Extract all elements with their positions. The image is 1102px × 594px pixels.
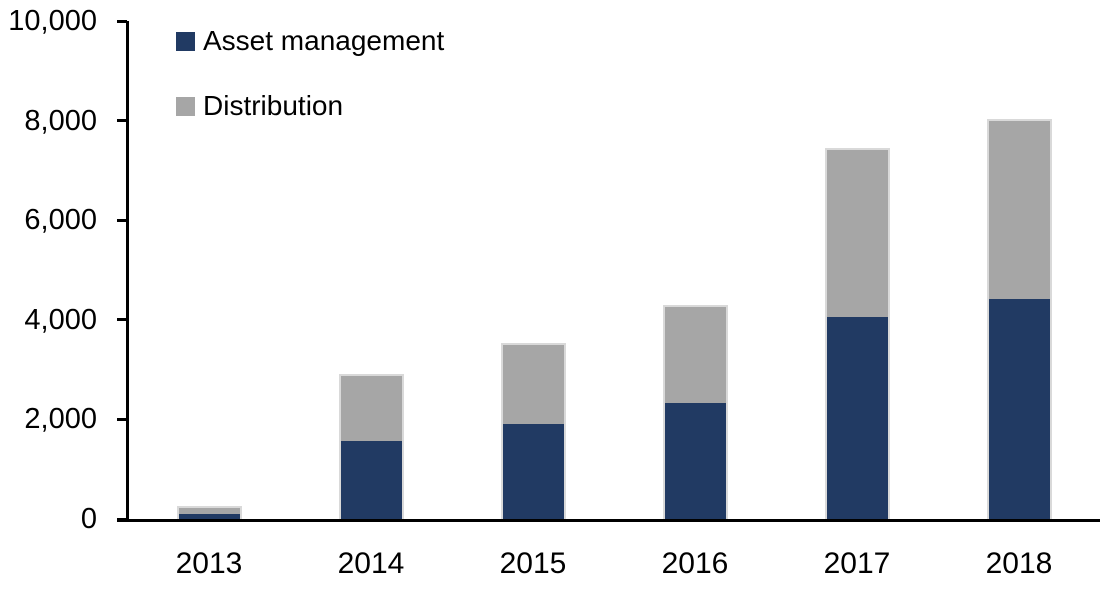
bar-segment-2014-distribution <box>340 375 402 441</box>
y-axis-tick-label: 0 <box>80 503 97 535</box>
bar-segment-2015-asset-management <box>502 424 564 519</box>
x-axis-line <box>117 519 1100 522</box>
y-axis-tick-label: 8,000 <box>24 104 97 137</box>
bar-segment-2016-asset-management <box>664 403 726 519</box>
bar-2015 <box>500 342 566 519</box>
legend-swatch-asset-management-icon <box>176 31 195 51</box>
legend-item-distribution: Distribution <box>176 92 444 120</box>
legend: Asset management Distribution <box>176 27 444 120</box>
y-axis-tick-mark <box>117 119 127 123</box>
legend-swatch-distribution-icon <box>176 96 195 116</box>
y-axis-tick-mark <box>117 318 127 322</box>
y-axis-tick-label: 6,000 <box>24 204 97 237</box>
y-axis-tick-label: 10,000 <box>8 5 97 37</box>
x-axis-label-2013: 2013 <box>175 547 243 580</box>
bar-segment-2015-distribution <box>502 344 564 425</box>
bar-segment-2017-asset-management <box>826 317 888 519</box>
y-axis-tick-mark <box>117 218 127 222</box>
y-axis-tick-mark <box>117 417 127 421</box>
y-axis-tick-label: 2,000 <box>24 403 97 436</box>
legend-item-asset-management: Asset management <box>176 27 444 55</box>
bar-segment-2013-asset-management <box>178 514 240 519</box>
x-axis-label-2018: 2018 <box>985 547 1053 580</box>
bar-segment-2014-asset-management <box>340 440 402 519</box>
y-axis-tick-mark <box>117 517 127 521</box>
legend-label-distribution: Distribution <box>203 90 344 121</box>
y-axis-tick-label: 4,000 <box>24 303 97 336</box>
bar-2018 <box>986 118 1052 519</box>
x-axis-label-2014: 2014 <box>337 547 405 580</box>
x-axis-label-2016: 2016 <box>661 547 729 580</box>
bar-2013 <box>176 505 242 519</box>
x-axis-label-2015: 2015 <box>499 547 567 580</box>
bar-2014 <box>338 373 404 519</box>
y-axis-line <box>126 21 129 519</box>
bar-segment-2017-distribution <box>826 150 888 318</box>
bar-segment-2018-asset-management <box>988 298 1050 519</box>
bar-2017 <box>824 148 890 519</box>
bar-segment-2013-distribution <box>178 507 240 515</box>
bar-2016 <box>662 305 728 519</box>
bar-segment-2016-distribution <box>664 307 726 404</box>
x-axis-label-2017: 2017 <box>823 547 891 580</box>
legend-label-asset-management: Asset management <box>203 25 445 56</box>
y-axis-tick-mark <box>117 19 127 23</box>
bar-segment-2018-distribution <box>988 120 1050 299</box>
